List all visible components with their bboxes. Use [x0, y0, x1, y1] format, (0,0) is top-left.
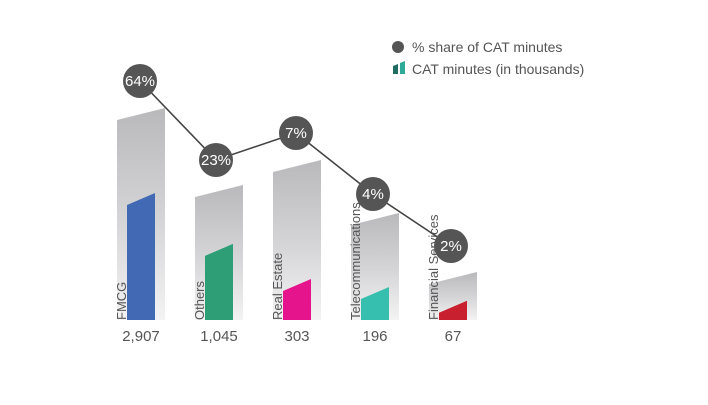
bar-telecommunications: [361, 287, 389, 320]
value-label-telecommunications: 196: [362, 328, 387, 345]
bar-series: [127, 193, 467, 320]
bar-financial-services: [439, 300, 467, 320]
share-marker-telecommunications: [356, 177, 390, 211]
share-marker-real-estate: [279, 116, 313, 150]
share-marker-others: [199, 143, 233, 177]
value-label-real-estate: 303: [284, 328, 309, 345]
share-marker-financial-services: [434, 229, 468, 263]
value-label-fmcg: 2,907: [122, 328, 160, 345]
share-label-real-estate: 7%: [285, 125, 307, 142]
category-labels: FMCG Others Real Estate Telecommunications F…: [114, 202, 441, 320]
category-label-others: Others: [192, 280, 207, 320]
legend-label-minutes: CAT minutes (in thousands): [412, 61, 584, 77]
legend: % share of CAT minutes CAT minutes (in th…: [392, 39, 584, 77]
value-labels: 2,907 1,045 303 196 67: [122, 328, 461, 345]
bar-real-estate: [283, 278, 311, 320]
legend-bars-icon: [393, 61, 405, 74]
category-label-telecommunications: Telecommunications: [348, 202, 363, 320]
value-label-financial-services: 67: [445, 328, 462, 345]
bar-others: [205, 243, 233, 320]
bar-fmcg: [127, 193, 155, 320]
share-marker-fmcg: [123, 64, 157, 98]
category-label-real-estate: Real Estate: [270, 253, 285, 320]
share-line-series: 64% 23% 7% 4% 2%: [123, 64, 468, 263]
legend-circle-icon: [392, 41, 404, 53]
share-label-others: 23%: [201, 152, 231, 169]
category-label-fmcg: FMCG: [114, 282, 129, 320]
share-label-fmcg: 64%: [125, 73, 155, 90]
share-label-financial-services: 2%: [440, 238, 462, 255]
value-label-others: 1,045: [200, 328, 238, 345]
legend-label-share: % share of CAT minutes: [412, 39, 562, 55]
share-label-telecommunications: 4%: [362, 186, 384, 203]
